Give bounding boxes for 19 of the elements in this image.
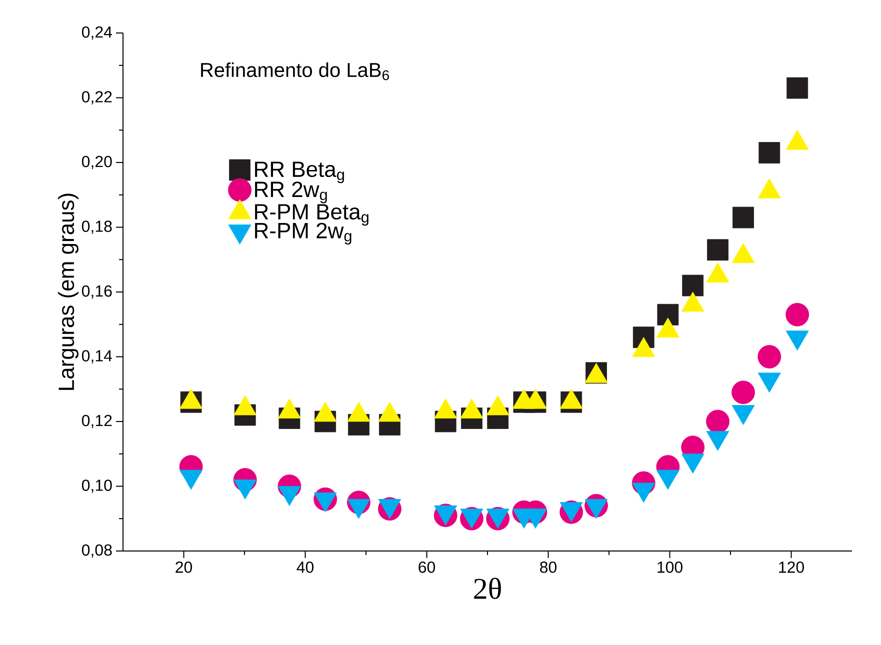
y-tick-label: 0,22 [82,91,112,104]
y-tick-label: 0,20 [82,156,112,170]
legend-label: RR 2w$_{g}$ [255,182,327,204]
x-axis-title: 2θ [474,578,501,599]
y-tick-label: 0,12 [82,414,112,428]
x-tick-label: 40 [296,562,314,573]
y-tick-label: 0,10 [82,480,112,493]
y-tick-label: 0,18 [82,220,112,234]
y-tick-label: 0,14 [82,350,112,364]
annotation: Refinamento do LaB$_{6}$ [201,62,389,80]
x-tick-label: 60 [418,562,436,573]
y-tick-label: 0,24 [82,26,112,40]
x-tick-label: 80 [540,562,557,573]
y-tick-label: 0,16 [82,285,112,299]
x-tick-label: 20 [176,562,192,573]
y-tick-label: 0,08 [82,544,112,558]
x-tick-label: 120 [779,562,804,573]
x-tick-label: 100 [658,562,682,573]
y-axis-title: Larguras (em graus) [58,194,78,390]
